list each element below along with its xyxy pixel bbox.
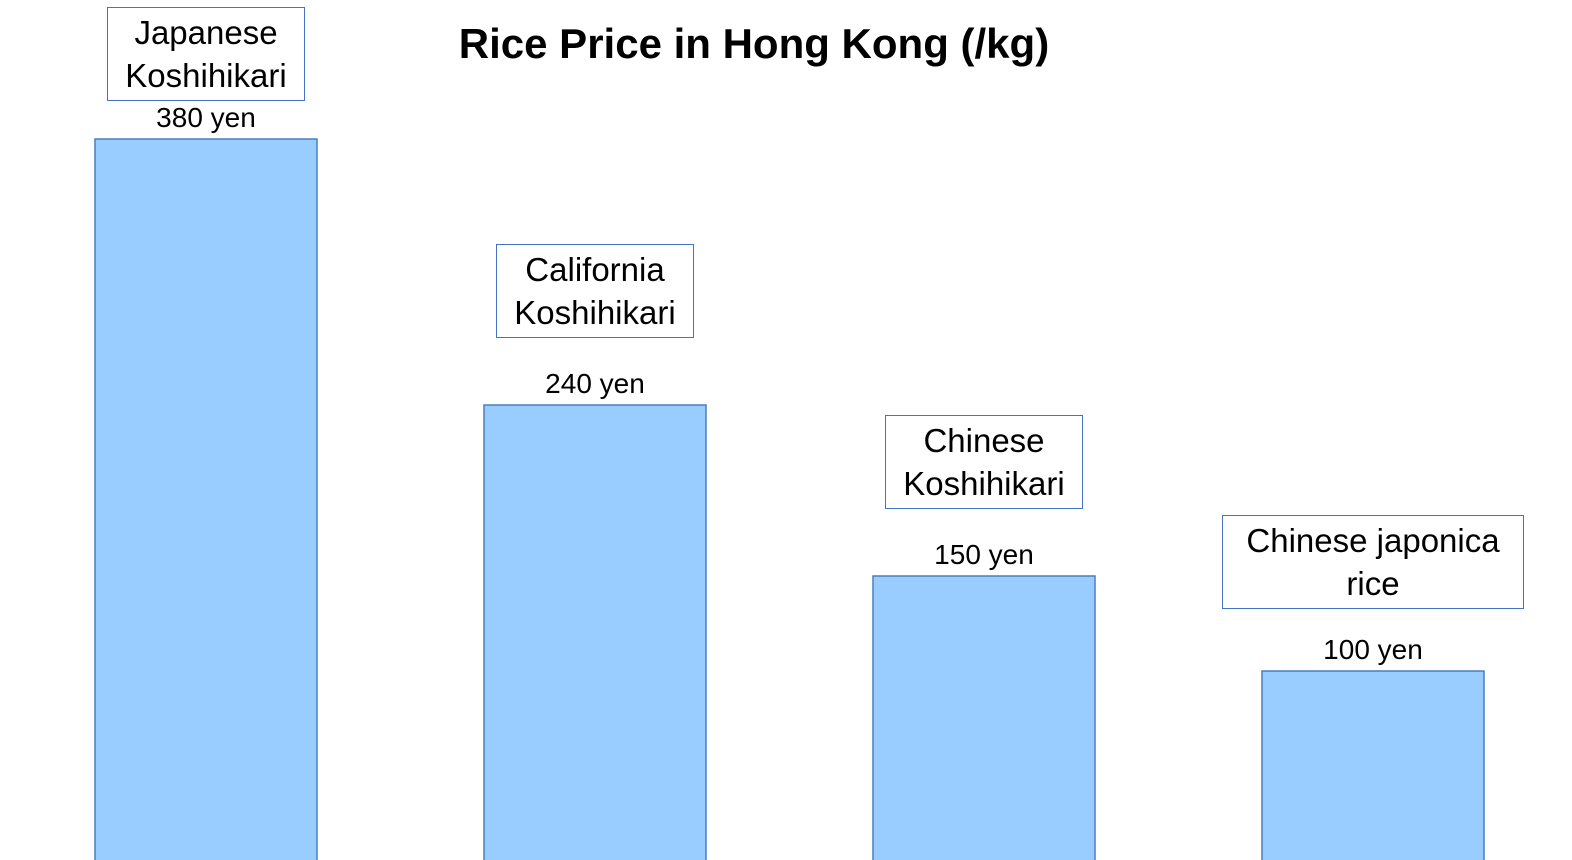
- category-label: Chinese japonica rice: [1222, 515, 1524, 609]
- bar: [94, 138, 318, 860]
- value-label: 150 yen: [934, 539, 1034, 570]
- value-label: 100 yen: [1323, 634, 1423, 665]
- bar: [483, 404, 707, 860]
- value-label: 240 yen: [545, 368, 645, 399]
- category-label: Chinese Koshihikari: [885, 415, 1083, 509]
- category-label: California Koshihikari: [496, 244, 694, 338]
- bar: [872, 575, 1096, 860]
- bar: [1261, 670, 1485, 860]
- chart-title: Rice Price in Hong Kong (/kg): [458, 20, 1050, 67]
- value-label: 380 yen: [156, 102, 256, 133]
- category-label: Japanese Koshihikari: [107, 7, 305, 101]
